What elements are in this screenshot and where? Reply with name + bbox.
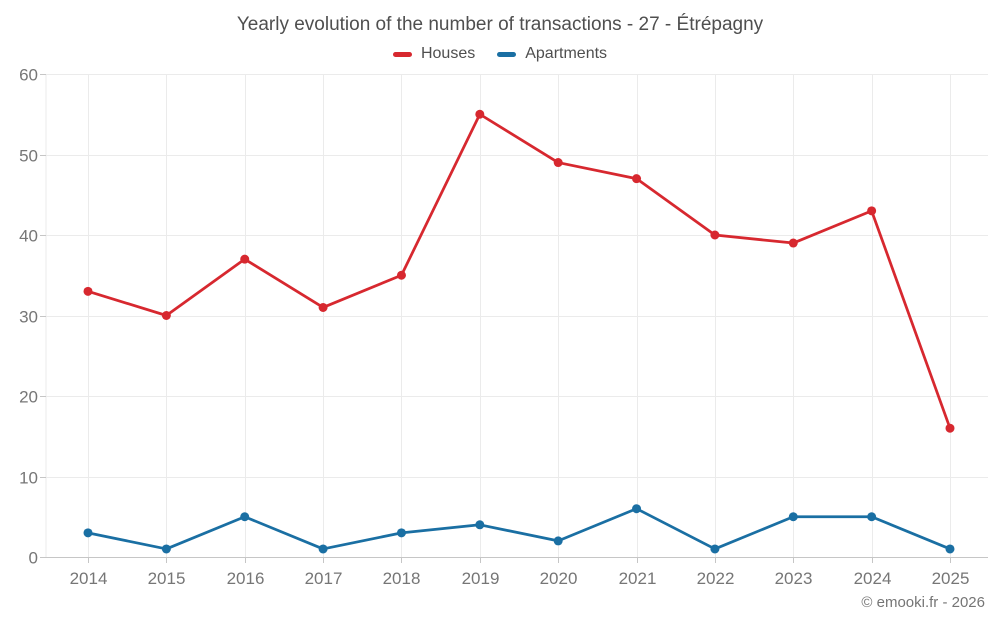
legend-item-apartments[interactable]: Apartments [497,45,607,63]
y-tick-label-50: 50 [19,146,38,165]
chart-title: Yearly evolution of the number of transa… [236,14,764,35]
y-tick-label-10: 10 [19,468,38,487]
copyright-note: © emooki.fr - 2026 [861,594,985,611]
apartments-series-line [86,507,952,551]
legend-item-houses[interactable]: Houses [392,45,476,63]
apartments-point-2020[interactable] [553,536,563,546]
x-tick-label-2015: 2015 [148,569,186,588]
apartments-point-2024[interactable] [867,512,877,522]
apartments-point-2017[interactable] [318,544,328,554]
houses-point-2023[interactable] [788,238,798,248]
y-tick-label-60: 60 [19,65,38,84]
x-tick-label-2016: 2016 [227,569,265,588]
houses-point-2015[interactable] [161,311,171,320]
apartments-legend-label: Apartments [525,45,608,62]
houses-point-2017[interactable] [318,302,328,312]
x-tick-label-2023: 2023 [775,569,813,588]
apartments-point-2016[interactable] [240,512,250,522]
houses-legend-label: Houses [420,45,476,62]
houses-point-2016[interactable] [240,254,250,264]
houses-point-2020[interactable] [553,158,563,168]
houses-series-swatch-icon [392,51,412,57]
houses-point-2019[interactable] [475,109,485,119]
houses-point-2018[interactable] [396,270,406,280]
apartments-point-2025[interactable] [945,544,955,554]
x-tick-label-2017: 2017 [305,569,343,588]
x-tick-label-2025: 2025 [932,569,970,588]
apartments-point-2021[interactable] [632,504,642,514]
y-tick-label-40: 40 [19,226,38,245]
x-tick-label-2019: 2019 [462,569,500,588]
x-tick-label-2014: 2014 [70,569,108,588]
houses-point-2021[interactable] [632,174,642,184]
x-tick-label-2022: 2022 [697,569,735,588]
apartments-point-2023[interactable] [788,512,798,522]
apartments-point-2018[interactable] [396,528,406,538]
x-tick-label-2018: 2018 [383,569,421,588]
y-tick-label-0: 0 [29,548,38,567]
x-tick-label-2020: 2020 [540,569,578,588]
houses-series-line [86,112,952,430]
x-tick-label-2021: 2021 [619,569,657,588]
houses-point-2014[interactable] [83,286,93,296]
apartments-series-swatch-icon [497,51,517,57]
apartments-point-2022[interactable] [710,544,720,554]
y-tick-label-30: 30 [19,307,38,326]
houses-point-2022[interactable] [710,230,720,240]
houses-point-2024[interactable] [867,206,877,216]
y-tick-label-20: 20 [19,387,38,406]
x-tick-label-2024: 2024 [854,569,892,588]
apartments-point-2019[interactable] [475,520,485,530]
apartments-point-2015[interactable] [161,544,171,554]
houses-point-2025[interactable] [945,423,955,433]
chart-legend: Houses Apartments [0,45,1000,63]
apartments-point-2014[interactable] [83,528,93,538]
